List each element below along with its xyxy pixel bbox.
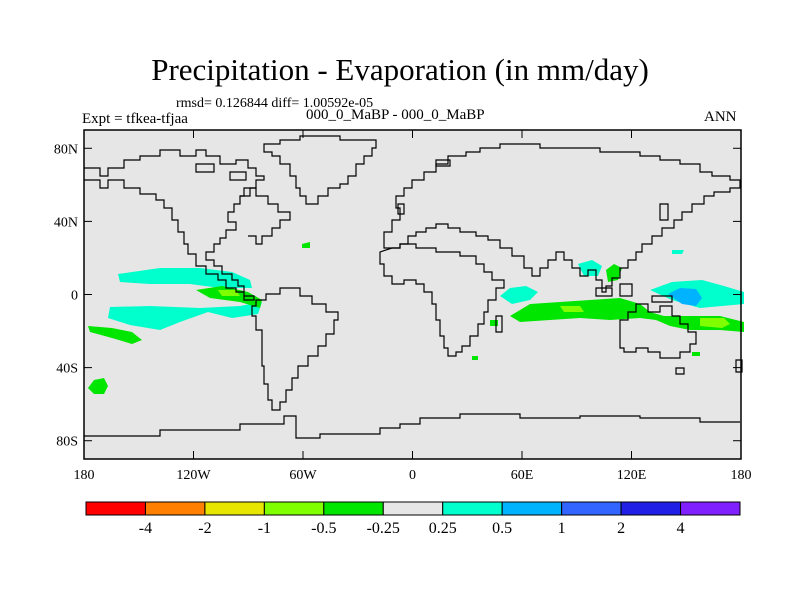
coastline-arctic-islands [195, 163, 215, 173]
coastline-madagascar [495, 315, 503, 333]
field-patch [560, 306, 584, 312]
coastline-svalbard [435, 159, 451, 167]
colorbar-label: 0.25 [429, 520, 457, 537]
colorbar-label: -4 [139, 520, 152, 537]
field-patch [88, 378, 108, 394]
coastline-new-guinea [651, 295, 673, 303]
x-tick-label: 0 [409, 468, 416, 483]
axis-tick-labels: 180 120W 60W 0 60E 120E 180 80N 40N 0 40S 80S [54, 142, 752, 483]
map-background [84, 130, 741, 459]
coastline-greenland [263, 135, 377, 205]
y-tick-label: 0 [71, 289, 78, 304]
colorbar-label: -0.25 [367, 520, 400, 537]
coastline-indonesia-2 [619, 283, 633, 297]
season-label: ANN [704, 109, 737, 125]
coastline-hudson [229, 171, 247, 181]
colorbar-swatch [620, 501, 682, 516]
x-tick-label: 120W [176, 468, 211, 483]
colorbar-label: -2 [198, 520, 211, 537]
colorbar-swatch [561, 501, 622, 516]
field-patch [500, 286, 538, 304]
x-tick-label: 180 [731, 468, 752, 483]
coastline-antarctica [84, 413, 740, 439]
colorbar-label: 4 [677, 520, 685, 537]
chart-title: Precipitation - Evaporation (in mm/day) [151, 52, 649, 87]
field-patch [692, 352, 700, 356]
coastline-japan [659, 203, 669, 221]
stats-text: rmsd= 0.126844 diff= 1.00592e-05 [176, 96, 374, 111]
coastline-north-america [84, 149, 265, 301]
coastline-australia [619, 303, 697, 359]
coastlines [84, 135, 743, 439]
field-patch [108, 302, 262, 330]
map-plot: 180 120W 60W 0 60E 120E 180 80N 40N 0 40S 80S [54, 129, 752, 483]
field-patch [118, 268, 252, 288]
y-tick-label: 80N [54, 142, 78, 157]
colorbar-swatch [323, 501, 384, 516]
field-patch [490, 320, 498, 326]
field-patch [472, 356, 478, 360]
field-patch [668, 288, 702, 306]
colorbar-label: 1 [558, 520, 566, 537]
colorbar-swatch [442, 501, 503, 516]
field-patch [672, 250, 684, 254]
x-tick-label: 60E [511, 468, 534, 483]
coastline-tasmania [675, 367, 685, 375]
colorbar-label: -0.5 [311, 520, 336, 537]
y-tick-label: 80S [56, 435, 78, 450]
chart-subtitle: 000_0_MaBP - 000_0_MaBP [306, 107, 485, 123]
field-patch [196, 286, 262, 308]
x-tick-label: 60W [289, 468, 317, 483]
colorbar-label: 0.5 [492, 520, 512, 537]
colorbar-label: 2 [617, 520, 625, 537]
coastline-africa [379, 243, 505, 357]
colorbar: -4 -2 -1 -0.5 -0.25 0.25 0.5 1 2 4 [85, 501, 741, 537]
colorbar-swatch [501, 501, 563, 516]
coastline-canada-east [240, 187, 291, 245]
colorbar-label: -1 [258, 520, 271, 537]
colorbar-swatch [382, 501, 444, 516]
coastline-eurasia [383, 143, 741, 293]
colorbar-swatch [680, 501, 741, 516]
colorbar-swatch [144, 501, 206, 516]
y-tick-label: 40N [54, 215, 78, 230]
colorbar-swatch [204, 501, 265, 516]
coastline-indonesia [595, 287, 613, 297]
colorbar-swatch [85, 501, 146, 516]
field-patch [700, 318, 730, 328]
field-patch [302, 242, 310, 248]
colorbar-swatch [263, 501, 325, 516]
field-patch [88, 326, 142, 344]
x-tick-label: 120E [617, 468, 647, 483]
experiment-label: Expt = tfkea-tfjaa [82, 111, 188, 127]
y-tick-label: 40S [56, 362, 78, 377]
field-patch [218, 290, 240, 296]
coastline-south-america [251, 287, 339, 411]
coastline-uk [397, 203, 405, 215]
axis-ticks [83, 130, 742, 459]
x-tick-label: 180 [74, 468, 95, 483]
